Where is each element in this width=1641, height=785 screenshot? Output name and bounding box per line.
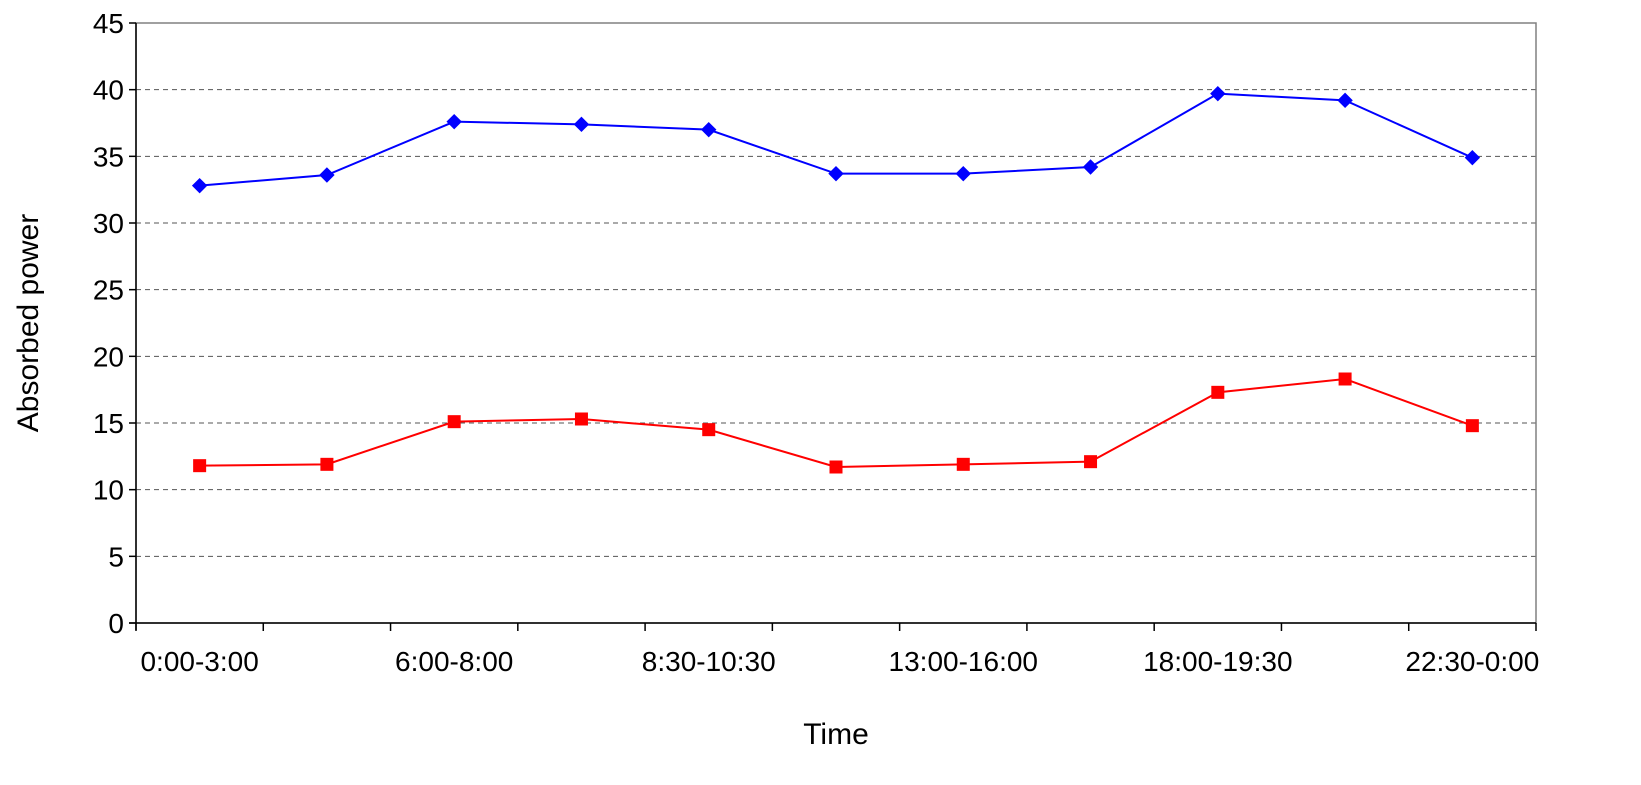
data-point-square xyxy=(320,457,334,471)
y-axis-title: Absorbed power xyxy=(12,214,45,432)
x-tick-label: 22:30-0:00 xyxy=(1405,646,1539,677)
data-point-square xyxy=(956,457,970,471)
y-tick-label: 5 xyxy=(108,541,124,572)
data-point-square xyxy=(1465,419,1479,433)
gridlines xyxy=(136,89,1536,557)
series xyxy=(191,85,1481,474)
y-tick-label: 40 xyxy=(93,75,124,106)
data-point-diamond xyxy=(1210,85,1226,102)
y-tick-label: 15 xyxy=(93,408,124,439)
x-tick-label: 13:00-16:00 xyxy=(889,646,1038,677)
x-axis-title: Time xyxy=(803,718,869,751)
data-point-square xyxy=(1084,455,1098,469)
data-point-diamond xyxy=(319,167,335,183)
y-tick-label: 45 xyxy=(93,8,124,39)
data-point-square xyxy=(829,460,843,474)
data-point-diamond xyxy=(573,116,590,133)
y-tick-label: 25 xyxy=(93,275,124,306)
x-tick-label: 0:00-3:00 xyxy=(140,646,258,677)
x-tick-label: 8:30-10:30 xyxy=(642,646,776,677)
data-point-diamond xyxy=(446,113,462,130)
x-tick-label: 6:00-8:00 xyxy=(395,646,513,677)
y-tick-label: 30 xyxy=(93,208,124,239)
data-point-diamond xyxy=(955,165,971,182)
y-tick-label: 35 xyxy=(93,141,124,172)
data-point-diamond xyxy=(828,165,844,182)
data-point-square xyxy=(1338,372,1352,386)
data-point-diamond xyxy=(1464,149,1481,166)
data-point-square xyxy=(193,459,207,473)
series-1 xyxy=(191,85,1481,194)
data-point-square xyxy=(1211,385,1225,399)
data-point-diamond xyxy=(1082,159,1099,175)
data-point-square xyxy=(702,423,716,437)
x-tick-label: 18:00-19:30 xyxy=(1143,646,1292,677)
y-tick-label: 0 xyxy=(108,608,124,639)
series-2 xyxy=(193,372,1479,474)
data-point-diamond xyxy=(1337,92,1353,109)
data-point-square xyxy=(447,415,461,429)
plot-area-frame xyxy=(135,22,1537,624)
data-point-square xyxy=(574,412,588,426)
y-tick-label: 10 xyxy=(93,475,124,506)
y-tick-label: 20 xyxy=(93,341,124,372)
data-point-diamond xyxy=(701,121,717,138)
axes: 0 5 10 15 20 25 30 35 40 45 0:00-3:00 6:00-8:00 8:30… xyxy=(93,8,1539,677)
data-point-diamond xyxy=(191,177,208,194)
